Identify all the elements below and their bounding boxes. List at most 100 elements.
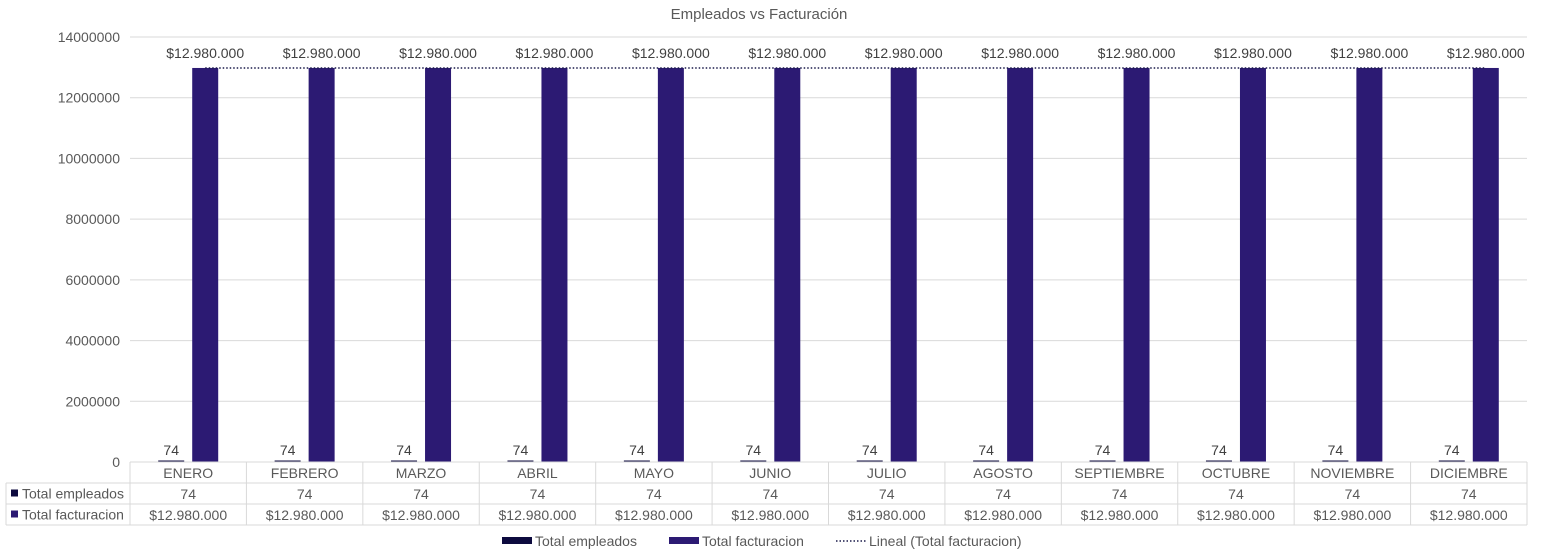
table-row-header: Total empleados bbox=[22, 486, 124, 502]
x-tick-label: OCTUBRE bbox=[1202, 465, 1270, 481]
y-tick-label: 14000000 bbox=[58, 29, 121, 45]
y-tick-label: 0 bbox=[112, 454, 120, 470]
bar-total-empleados bbox=[1438, 460, 1465, 462]
data-label-facturacion: $12.980.000 bbox=[1098, 45, 1176, 61]
bar-total-facturacion bbox=[1356, 67, 1383, 462]
x-tick-label: ENERO bbox=[163, 465, 213, 481]
data-label-empleados: 74 bbox=[1095, 442, 1111, 458]
legend-label: Total facturacion bbox=[702, 533, 804, 549]
bar-total-empleados bbox=[740, 460, 767, 462]
y-tick-label: 4000000 bbox=[65, 333, 120, 349]
bar-total-facturacion bbox=[308, 67, 335, 462]
data-table: Total empleados Total facturacion ENERO 74 $… bbox=[5, 461, 1528, 526]
data-label-facturacion: $12.980.000 bbox=[516, 45, 594, 61]
data-label-facturacion: $12.980.000 bbox=[166, 45, 244, 61]
table-cell: $12.980.000 bbox=[382, 507, 460, 523]
chart-title: Empleados vs Facturación bbox=[671, 6, 848, 23]
bar-total-facturacion bbox=[1123, 67, 1150, 462]
data-label-facturacion: $12.980.000 bbox=[399, 45, 477, 61]
table-cell: 74 bbox=[180, 486, 196, 502]
table-cell: 74 bbox=[297, 486, 313, 502]
bar-total-facturacion bbox=[425, 67, 452, 462]
bar-total-empleados bbox=[973, 460, 1000, 462]
data-label-facturacion: $12.980.000 bbox=[1214, 45, 1292, 61]
table-cell: $12.980.000 bbox=[1081, 507, 1159, 523]
plot-area bbox=[158, 67, 1499, 462]
x-tick-label: MARZO bbox=[396, 465, 447, 481]
bar-total-empleados bbox=[274, 460, 301, 462]
bar-total-empleados bbox=[856, 460, 883, 462]
x-tick-label: DICIEMBRE bbox=[1430, 465, 1508, 481]
legend-label: Total empleados bbox=[535, 533, 637, 549]
bar-total-facturacion bbox=[1239, 67, 1266, 462]
x-tick-label: MAYO bbox=[634, 465, 674, 481]
bar-total-empleados bbox=[1205, 460, 1232, 462]
bar-total-facturacion bbox=[192, 67, 219, 462]
table-cell: 74 bbox=[1112, 486, 1128, 502]
data-label-facturacion: $12.980.000 bbox=[865, 45, 943, 61]
table-cell: $12.980.000 bbox=[615, 507, 693, 523]
table-cell: 74 bbox=[1228, 486, 1244, 502]
bar-total-facturacion bbox=[1472, 67, 1499, 462]
data-label-empleados: 74 bbox=[396, 442, 412, 458]
bar-total-facturacion bbox=[541, 67, 568, 462]
table-cell: $12.980.000 bbox=[848, 507, 926, 523]
bar-total-empleados bbox=[623, 460, 650, 462]
x-tick-label: ABRIL bbox=[517, 465, 558, 481]
bar-total-empleados bbox=[507, 460, 534, 462]
data-label-facturacion: $12.980.000 bbox=[748, 45, 826, 61]
table-cell: $12.980.000 bbox=[1313, 507, 1391, 523]
table-cell: $12.980.000 bbox=[964, 507, 1042, 523]
table-row-header: Total facturacion bbox=[22, 507, 124, 523]
legend-key-0 bbox=[11, 489, 18, 497]
data-label-facturacion: $12.980.000 bbox=[981, 45, 1059, 61]
bar-total-empleados bbox=[391, 460, 418, 462]
legend-label: Lineal (Total facturacion) bbox=[869, 533, 1022, 549]
table-cell: $12.980.000 bbox=[149, 507, 227, 523]
x-tick-label: JUNIO bbox=[749, 465, 791, 481]
table-cell: 74 bbox=[1461, 486, 1477, 502]
data-label-empleados: 74 bbox=[280, 442, 296, 458]
table-cell: 74 bbox=[1345, 486, 1361, 502]
bar-total-empleados bbox=[158, 460, 185, 462]
bar-total-facturacion bbox=[1007, 67, 1034, 462]
legend-item-1: Total facturacion bbox=[669, 533, 804, 549]
table-cell: 74 bbox=[413, 486, 429, 502]
data-label-empleados: 74 bbox=[862, 442, 878, 458]
data-label-facturacion: $12.980.000 bbox=[1447, 45, 1525, 61]
legend-swatch bbox=[502, 537, 532, 544]
y-tick-label: 6000000 bbox=[65, 272, 120, 288]
y-tick-label: 12000000 bbox=[58, 90, 121, 106]
bar-total-facturacion bbox=[657, 67, 684, 462]
data-label-facturacion: $12.980.000 bbox=[283, 45, 361, 61]
data-labels: 74 $12.980.000 74 $12.980.000 74 $12.980.000 7… bbox=[163, 45, 1525, 458]
legend-item-0: Total empleados bbox=[502, 533, 637, 549]
table-cell: 74 bbox=[646, 486, 662, 502]
data-label-empleados: 74 bbox=[1328, 442, 1344, 458]
y-tick-label: 8000000 bbox=[65, 211, 120, 227]
bar-total-empleados bbox=[1089, 460, 1116, 462]
legend-item-2: Lineal (Total facturacion) bbox=[836, 533, 1022, 549]
y-tick-label: 2000000 bbox=[65, 393, 120, 409]
table-cell: 74 bbox=[763, 486, 779, 502]
data-label-empleados: 74 bbox=[746, 442, 762, 458]
data-label-empleados: 74 bbox=[1211, 442, 1227, 458]
table-cell: $12.980.000 bbox=[266, 507, 344, 523]
gridlines bbox=[130, 36, 1527, 402]
data-label-empleados: 74 bbox=[163, 442, 179, 458]
data-label-facturacion: $12.980.000 bbox=[1330, 45, 1408, 61]
table-cell: $12.980.000 bbox=[1430, 507, 1508, 523]
x-tick-label: AGOSTO bbox=[973, 465, 1033, 481]
data-label-empleados: 74 bbox=[1444, 442, 1460, 458]
x-tick-label: SEPTIEMBRE bbox=[1074, 465, 1164, 481]
data-label-empleados: 74 bbox=[978, 442, 994, 458]
bar-total-facturacion bbox=[890, 67, 917, 462]
table-cell: 74 bbox=[530, 486, 546, 502]
legend: Total empleados Total facturacion Lineal (… bbox=[502, 533, 1022, 549]
bar-total-empleados bbox=[1322, 460, 1349, 462]
bar-total-facturacion bbox=[774, 67, 801, 462]
legend-key-1 bbox=[11, 510, 18, 518]
x-tick-label: JULIO bbox=[867, 465, 907, 481]
data-label-empleados: 74 bbox=[513, 442, 529, 458]
x-tick-label: FEBRERO bbox=[271, 465, 339, 481]
